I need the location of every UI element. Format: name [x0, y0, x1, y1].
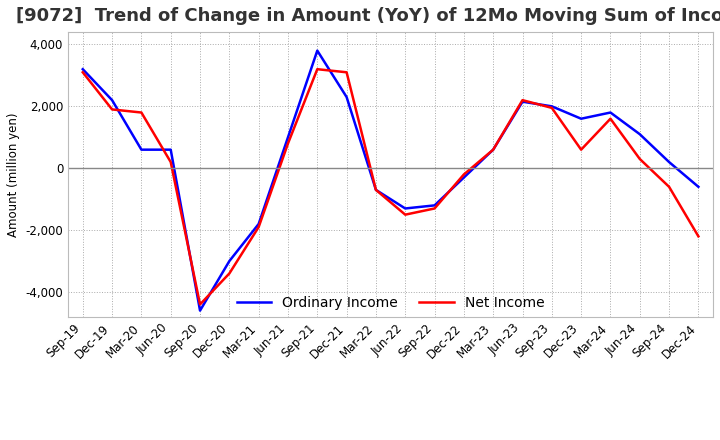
Line: Net Income: Net Income: [83, 69, 698, 304]
Net Income: [431, 206, 439, 211]
Ordinary Income: [431, 203, 439, 208]
Title: [9072]  Trend of Change in Amount (YoY) of 12Mo Moving Sum of Incomes: [9072] Trend of Change in Amount (YoY) o…: [16, 7, 720, 25]
Ordinary Income: [665, 159, 673, 165]
Net Income: [78, 70, 87, 75]
Net Income: [459, 172, 468, 177]
Ordinary Income: [342, 95, 351, 100]
Ordinary Income: [694, 184, 703, 190]
Legend: Ordinary Income, Net Income: Ordinary Income, Net Income: [231, 290, 550, 315]
Net Income: [489, 147, 498, 152]
Ordinary Income: [459, 175, 468, 180]
Ordinary Income: [166, 147, 175, 152]
Ordinary Income: [401, 206, 410, 211]
Ordinary Income: [78, 66, 87, 72]
Net Income: [254, 224, 263, 230]
Net Income: [372, 187, 380, 193]
Net Income: [577, 147, 585, 152]
Net Income: [108, 107, 117, 112]
Ordinary Income: [225, 258, 234, 264]
Net Income: [137, 110, 145, 115]
Ordinary Income: [137, 147, 145, 152]
Ordinary Income: [108, 98, 117, 103]
Net Income: [606, 116, 615, 121]
Ordinary Income: [606, 110, 615, 115]
Net Income: [694, 234, 703, 239]
Ordinary Income: [254, 221, 263, 227]
Ordinary Income: [196, 308, 204, 313]
Line: Ordinary Income: Ordinary Income: [83, 51, 698, 311]
Ordinary Income: [372, 187, 380, 193]
Ordinary Income: [577, 116, 585, 121]
Ordinary Income: [489, 147, 498, 152]
Ordinary Income: [547, 104, 556, 109]
Net Income: [636, 156, 644, 161]
Net Income: [225, 271, 234, 276]
Ordinary Income: [313, 48, 322, 53]
Net Income: [284, 141, 292, 146]
Net Income: [401, 212, 410, 217]
Y-axis label: Amount (million yen): Amount (million yen): [7, 112, 20, 237]
Net Income: [313, 66, 322, 72]
Ordinary Income: [518, 99, 527, 104]
Net Income: [196, 302, 204, 307]
Net Income: [547, 105, 556, 110]
Net Income: [342, 70, 351, 75]
Net Income: [166, 159, 175, 165]
Ordinary Income: [636, 132, 644, 137]
Net Income: [665, 184, 673, 190]
Net Income: [518, 98, 527, 103]
Ordinary Income: [284, 135, 292, 140]
